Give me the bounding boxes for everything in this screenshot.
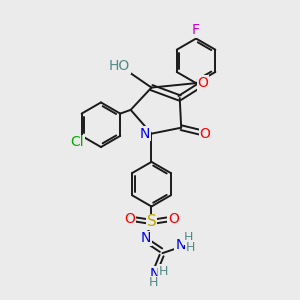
Text: O: O [124,212,135,226]
Text: N: N [140,127,150,141]
Text: Cl: Cl [70,135,84,149]
Text: S: S [147,214,156,230]
Text: H: H [184,231,193,244]
Text: O: O [197,76,208,90]
Text: N: N [150,267,160,281]
Text: F: F [192,23,200,37]
Text: H: H [159,265,168,278]
Text: O: O [168,212,179,226]
Text: H: H [149,276,158,290]
Text: N: N [175,238,185,252]
Text: HO: HO [109,59,130,73]
Text: N: N [141,231,151,245]
Text: H: H [186,241,195,254]
Text: O: O [200,127,210,141]
